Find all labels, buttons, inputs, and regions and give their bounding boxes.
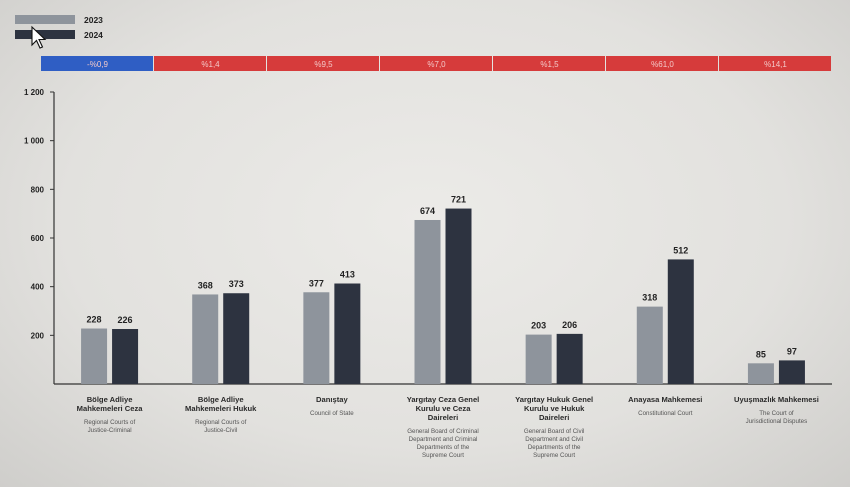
category-label: Bölge Adliye: [87, 395, 133, 404]
category-subtitle: Regional Courts of: [195, 419, 247, 426]
change-cell-4: [493, 56, 605, 71]
data-label-2024-3: 721: [451, 195, 466, 205]
change-cell-1: [154, 56, 266, 71]
data-label-2024-6: 97: [787, 346, 797, 356]
change-label-1: %1,4: [201, 60, 220, 69]
category-label: Yargıtay Hukuk Genel: [515, 395, 593, 404]
legend-label-2024: 2024: [84, 30, 103, 40]
category-subtitle: Departments of the: [417, 444, 470, 451]
category-subtitle: General Board of Criminal: [407, 428, 479, 435]
category-subtitle: Justice-Civil: [204, 427, 237, 434]
bar-2024-2: [334, 283, 361, 384]
data-label-2024-5: 512: [673, 245, 688, 255]
category-subtitle: Regional Courts of: [84, 419, 136, 426]
data-label-2023-6: 85: [756, 349, 766, 359]
category-subtitle: Justice-Criminal: [88, 427, 132, 434]
data-label-2023-4: 203: [531, 321, 546, 331]
data-label-2023-3: 674: [420, 206, 435, 216]
category-label: Danıştay: [316, 395, 348, 404]
y-tick-label: 800: [31, 185, 45, 194]
change-label-6: %14,1: [764, 60, 787, 69]
change-label-4: %1,5: [540, 60, 559, 69]
bar-2024-6: [778, 360, 805, 384]
y-tick-label: 400: [31, 283, 45, 292]
y-tick-label: 1 000: [24, 137, 45, 146]
category-label: Kurulu ve Ceza: [416, 404, 472, 413]
bar-2023-1: [192, 294, 219, 384]
category-subtitle: Department and Criminal: [409, 436, 478, 443]
legend-swatch-2024: [15, 30, 75, 39]
bar-2024-0: [112, 329, 139, 384]
mouse-pointer-icon: [31, 25, 47, 49]
data-label-2023-1: 368: [198, 280, 213, 290]
bar-2023-2: [303, 292, 330, 384]
y-tick-label: 200: [31, 331, 45, 340]
bar-2023-6: [747, 363, 774, 384]
category-label: Kurulu ve Hukuk: [524, 404, 585, 413]
bar-2024-5: [667, 259, 694, 384]
category-label: Yargıtay Ceza Genel: [407, 395, 480, 404]
data-label-2023-0: 228: [87, 315, 102, 325]
category-subtitle: The Court of: [759, 410, 794, 417]
change-cell-2: [267, 56, 379, 71]
legend-swatch-2023: [15, 15, 75, 24]
data-label-2023-5: 318: [642, 293, 657, 303]
category-label: Uyuşmazlık Mahkemesi: [734, 395, 819, 404]
category-label: Mahkemeleri Ceza: [77, 404, 144, 413]
category-label: Daireleri: [428, 413, 458, 422]
data-label-2024-4: 206: [562, 320, 577, 330]
data-label-2024-0: 226: [118, 315, 133, 325]
change-cell-0: [41, 56, 153, 71]
bar-2024-3: [445, 208, 472, 384]
category-label: Bölge Adliye: [198, 395, 244, 404]
data-label-2024-1: 373: [229, 279, 244, 289]
category-label: Anayasa Mahkemesi: [628, 395, 702, 404]
bar-2023-5: [636, 306, 663, 384]
y-tick-label: 1 200: [24, 88, 45, 97]
category-subtitle: General Board of Civil: [524, 428, 585, 435]
data-label-2023-2: 377: [309, 278, 324, 288]
bar-2023-4: [525, 334, 552, 384]
category-label: Daireleri: [539, 413, 569, 422]
change-cell-6: [719, 56, 831, 71]
change-cell-5: [606, 56, 718, 71]
category-subtitle: Constitutional Court: [638, 410, 693, 417]
y-tick-label: 600: [31, 234, 45, 243]
change-label-5: %61,0: [651, 60, 674, 69]
category-subtitle: Supreme Court: [533, 452, 575, 459]
category-subtitle: Supreme Court: [422, 452, 464, 459]
category-subtitle: Departments of the: [528, 444, 581, 451]
legend-label-2023: 2023: [84, 15, 103, 25]
change-cell-3: [380, 56, 492, 71]
category-subtitle: Council of State: [310, 410, 354, 417]
bar-2024-1: [223, 293, 250, 384]
bar-2023-0: [81, 328, 108, 384]
category-subtitle: Jurisdictional Disputes: [746, 418, 808, 425]
data-label-2024-2: 413: [340, 270, 355, 280]
change-label-2: %9,5: [314, 60, 333, 69]
category-label: Mahkemeleri Hukuk: [185, 404, 257, 413]
change-label-3: %7,0: [427, 60, 446, 69]
change-label-0: -%0,9: [87, 60, 108, 69]
bar-2023-3: [414, 219, 441, 384]
category-subtitle: Department and Civil: [525, 436, 583, 443]
bar-2024-4: [556, 333, 583, 384]
